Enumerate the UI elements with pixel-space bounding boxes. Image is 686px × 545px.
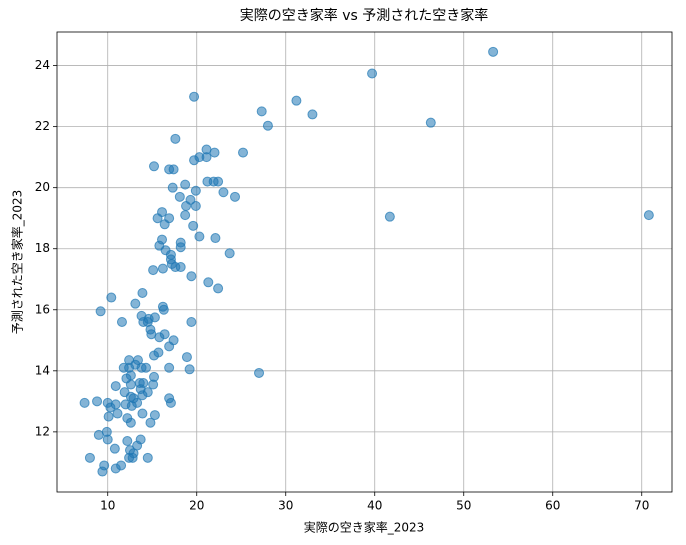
point bbox=[209, 147, 220, 158]
x-tick-label: 30 bbox=[278, 499, 293, 513]
point bbox=[190, 185, 201, 196]
point bbox=[158, 304, 169, 315]
point bbox=[165, 397, 176, 408]
point bbox=[103, 411, 114, 422]
point bbox=[118, 362, 129, 373]
point bbox=[175, 242, 186, 253]
point bbox=[164, 341, 175, 352]
point bbox=[188, 220, 199, 231]
point bbox=[180, 210, 191, 221]
point bbox=[142, 452, 153, 463]
point bbox=[137, 287, 148, 298]
point bbox=[384, 211, 395, 222]
point bbox=[262, 120, 273, 131]
y-tick-label: 16 bbox=[35, 302, 50, 316]
point bbox=[122, 436, 133, 447]
point bbox=[168, 164, 179, 175]
point bbox=[97, 466, 108, 477]
point bbox=[137, 390, 148, 401]
point bbox=[137, 408, 148, 419]
point bbox=[213, 283, 224, 294]
point bbox=[210, 233, 221, 244]
point bbox=[488, 46, 499, 57]
point bbox=[254, 367, 265, 378]
point bbox=[126, 400, 137, 411]
x-tick-label: 20 bbox=[189, 499, 204, 513]
x-axis-label: 実際の空き家率_2023 bbox=[304, 520, 425, 535]
point bbox=[291, 95, 302, 106]
y-tick-label: 14 bbox=[35, 363, 50, 377]
point bbox=[203, 277, 214, 288]
point bbox=[186, 271, 197, 282]
x-tick-label: 50 bbox=[456, 499, 471, 513]
point bbox=[106, 292, 117, 303]
y-tick-label: 20 bbox=[35, 180, 50, 194]
point bbox=[109, 443, 120, 454]
point bbox=[125, 417, 136, 428]
point bbox=[145, 417, 156, 428]
y-tick-label: 24 bbox=[35, 58, 50, 72]
point bbox=[149, 410, 160, 421]
point bbox=[116, 316, 127, 327]
point bbox=[95, 306, 106, 317]
point bbox=[224, 248, 235, 259]
point bbox=[167, 182, 178, 193]
point bbox=[148, 265, 159, 276]
point bbox=[189, 91, 200, 102]
point bbox=[149, 350, 160, 361]
point bbox=[230, 191, 241, 202]
point bbox=[201, 152, 212, 163]
x-tick-label: 10 bbox=[100, 499, 115, 513]
point bbox=[110, 381, 121, 392]
point bbox=[181, 200, 192, 211]
point bbox=[159, 219, 170, 230]
point bbox=[643, 210, 654, 221]
point bbox=[116, 460, 127, 471]
point bbox=[180, 179, 191, 190]
point bbox=[154, 332, 165, 343]
y-tick-label: 22 bbox=[35, 119, 50, 133]
point bbox=[367, 68, 378, 79]
point bbox=[425, 117, 436, 128]
point bbox=[190, 200, 201, 211]
y-tick-label: 12 bbox=[35, 424, 50, 438]
point bbox=[238, 147, 249, 158]
point bbox=[181, 352, 192, 363]
y-tick-label: 18 bbox=[35, 241, 50, 255]
point bbox=[213, 176, 224, 187]
point bbox=[79, 397, 90, 408]
point bbox=[152, 213, 163, 224]
point bbox=[194, 231, 205, 242]
point bbox=[149, 161, 160, 172]
x-tick-label: 60 bbox=[545, 499, 560, 513]
point bbox=[92, 396, 103, 407]
point bbox=[186, 316, 197, 327]
point bbox=[218, 187, 229, 198]
point bbox=[256, 106, 267, 117]
point bbox=[157, 263, 168, 274]
x-tick-label: 70 bbox=[634, 499, 649, 513]
point bbox=[189, 155, 200, 166]
point bbox=[127, 452, 138, 463]
point bbox=[148, 379, 159, 390]
y-axis-label: 予測された空き家率_2023 bbox=[10, 190, 25, 335]
x-tick-label: 40 bbox=[367, 499, 382, 513]
point bbox=[170, 133, 181, 144]
point bbox=[174, 191, 185, 202]
point bbox=[112, 408, 123, 419]
plot-frame bbox=[56, 31, 673, 493]
point bbox=[102, 434, 113, 445]
chart-title: 実際の空き家率 vs 予測された空き家率 bbox=[240, 7, 488, 24]
point bbox=[307, 109, 318, 120]
point bbox=[141, 362, 152, 373]
point bbox=[184, 364, 195, 375]
point bbox=[84, 452, 95, 463]
point bbox=[125, 379, 136, 390]
point bbox=[130, 298, 141, 309]
point bbox=[93, 429, 104, 440]
point bbox=[164, 362, 175, 373]
point bbox=[175, 262, 186, 273]
